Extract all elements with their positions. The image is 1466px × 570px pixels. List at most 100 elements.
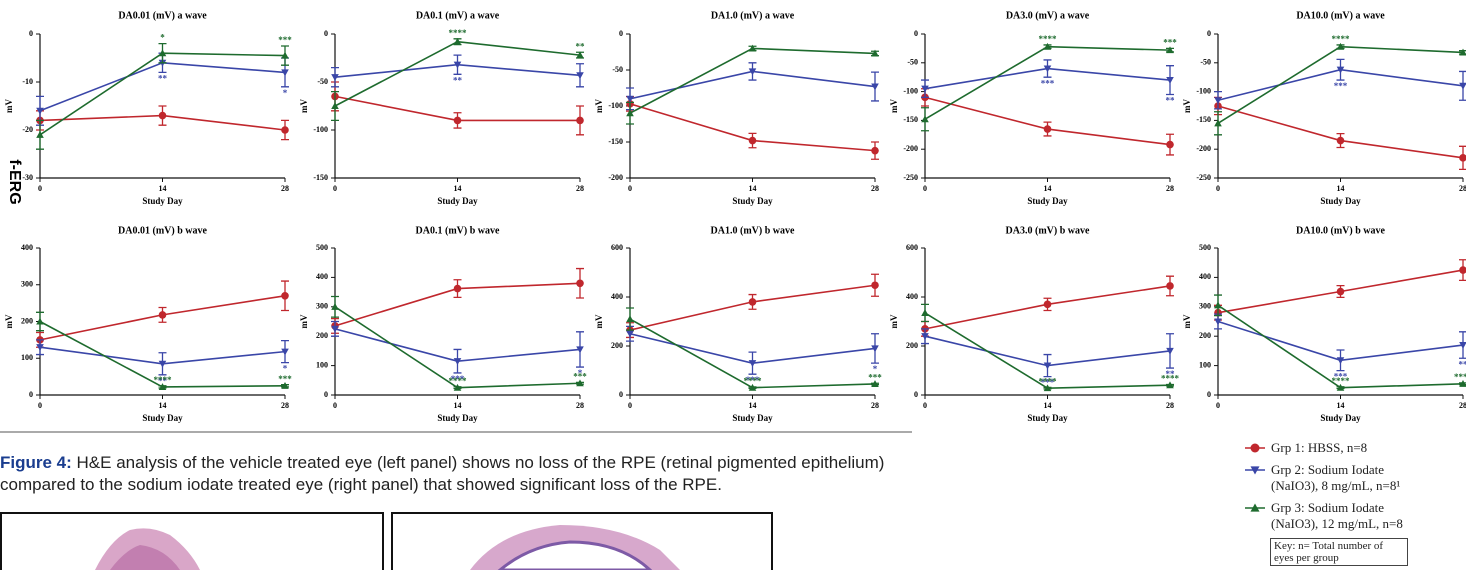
x-tick-label: 14 [1337,401,1345,410]
x-tick-label: 28 [281,184,289,193]
y-tick-label: 0 [619,29,623,38]
y-tick-label: 100 [316,360,328,369]
significance-label: * [160,33,165,43]
y-axis-label: mV [299,314,309,328]
x-tick-label: 0 [1216,401,1220,410]
significance-label: **** [1332,376,1351,386]
y-tick-label: 300 [21,280,33,289]
y-tick-label: -10 [22,77,33,86]
y-tick-label: 300 [316,302,328,311]
y-axis-label: mV [4,99,14,113]
marker [1459,154,1466,162]
y-axis-label: mV [889,314,899,328]
y-tick-label: -250 [903,173,918,182]
x-tick-label: 28 [871,401,879,410]
significance-label: **** [1039,34,1058,44]
significance-label: ** [1166,96,1176,106]
x-axis-label: Study Day [437,413,478,423]
x-tick-label: 14 [1044,401,1052,410]
caption-label: Figure 4: [0,453,72,472]
x-tick-label: 14 [749,184,757,193]
marker [1044,301,1052,309]
significance-label: **** [744,376,763,386]
legend-icon [1245,502,1265,514]
x-tick-label: 28 [871,184,879,193]
x-tick-label: 14 [1337,184,1345,193]
marker [454,285,462,293]
y-tick-label: 100 [21,353,33,362]
y-axis-label: mV [594,314,604,328]
y-tick-label: 100 [1199,360,1211,369]
x-axis-label: Study Day [1027,413,1068,423]
key-note: Key: n= Total number of eyes per group [1270,538,1408,566]
y-tick-label: 200 [316,331,328,340]
y-axis-label: mV [889,99,899,113]
significance-label: **** [449,28,468,38]
marker [921,309,929,316]
histology-images [0,510,780,570]
significance-label: **** [1454,372,1466,382]
page: f-ERG DA0.01 (mV) a waveStudy DaymV-30-2… [0,0,1466,567]
y-tick-label: -20 [22,125,33,134]
y-tick-label: 0 [914,390,918,399]
y-tick-label: -150 [903,115,918,124]
chart-title: DA0.01 (mV) b wave [118,225,207,236]
series-line [630,48,875,113]
x-axis-label: Study Day [732,196,773,206]
marker [159,112,167,120]
x-tick-label: 0 [1216,184,1220,193]
x-tick-label: 28 [1166,401,1174,410]
x-tick-label: 0 [38,184,42,193]
significance-label: *** [278,374,292,384]
x-axis-label: Study Day [1320,413,1361,423]
chart-title: DA3.0 (mV) b wave [1006,225,1090,236]
y-tick-label: -150 [608,137,623,146]
series-line [925,97,1170,144]
marker [1337,288,1345,296]
series-line [1218,106,1463,158]
marker [871,281,879,289]
significance-label: * [283,88,288,98]
significance-label: * [283,364,288,374]
y-tick-label: 200 [611,341,623,350]
significance-label: **** [1332,34,1351,44]
legend-item: Grp 3: Sodium Iodate (NaIO3), 12 mg/mL, … [1245,500,1460,532]
x-tick-label: 14 [159,184,167,193]
marker [749,298,757,306]
significance-label: *** [1334,81,1348,91]
significance-label: ** [576,41,586,51]
x-tick-label: 14 [159,401,167,410]
x-tick-label: 28 [281,401,289,410]
chart-title: DA3.0 (mV) a wave [1006,10,1090,21]
legend-label: Grp 1: HBSS, n=8 [1271,440,1421,456]
y-axis-label: mV [4,314,14,328]
x-axis-label: Study Day [142,413,183,423]
y-tick-label: -100 [313,125,328,134]
y-tick-label: -200 [608,173,623,182]
y-tick-label: 500 [1199,243,1211,252]
y-tick-label: 0 [29,29,33,38]
x-tick-label: 14 [454,184,462,193]
y-tick-label: 200 [1199,331,1211,340]
y-tick-label: -50 [907,58,918,67]
marker [1166,282,1174,290]
significance-label: **** [1161,374,1180,384]
y-tick-label: -250 [1196,173,1211,182]
significance-label: *** [278,35,292,45]
y-tick-label: 0 [29,390,33,399]
y-tick-label: 200 [21,316,33,325]
y-tick-label: -50 [612,65,623,74]
marker [1337,137,1345,145]
significance-label: *** [1163,37,1177,47]
marker [281,292,289,300]
significance-label: ** [158,73,168,83]
y-tick-label: 300 [1199,302,1211,311]
y-tick-label: 400 [316,272,328,281]
